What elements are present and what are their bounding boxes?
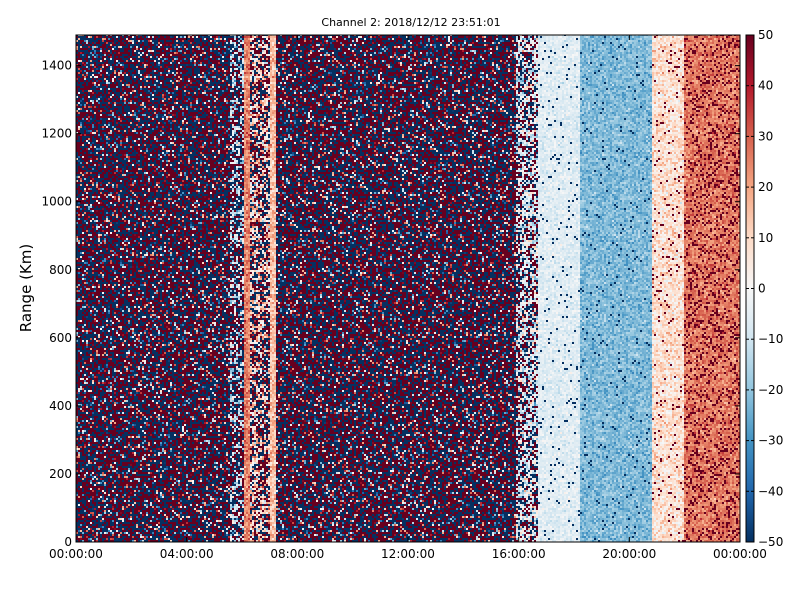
chart-title: Channel 2: 2018/12/12 23:51:01 xyxy=(321,16,500,29)
x-tick-label: 08:00:00 xyxy=(270,547,324,561)
colorbar-tick-label: −20 xyxy=(758,383,783,397)
colorbar-tick-label: −10 xyxy=(758,332,783,346)
colorbar-ticks: −50 −40 −30 −20 −10 0 10 20 30 40 50 xyxy=(746,28,783,549)
colorbar: −50 −40 −30 −20 −10 0 10 20 30 40 50 xyxy=(745,28,783,549)
x-tick-label: 20:00:00 xyxy=(602,547,656,561)
colorbar-tick-label: 40 xyxy=(758,79,773,93)
x-tick-label: 00:00:00 xyxy=(49,547,103,561)
y-tick-label: 400 xyxy=(49,399,72,413)
colorbar-tick-label: 50 xyxy=(758,28,773,42)
x-axis: 00:00:00 04:00:00 08:00:00 12:00:00 16:00:00… xyxy=(49,35,767,561)
y-tick-label: 0 xyxy=(64,535,72,549)
colorbar-tick-label: 30 xyxy=(758,129,773,143)
x-tick-label: 04:00:00 xyxy=(160,547,214,561)
colorbar-tick-label: 10 xyxy=(758,231,773,245)
x-tick-label: 00:00:00 xyxy=(713,547,767,561)
colorbar-tick-label: 0 xyxy=(758,282,766,296)
heatmap-area xyxy=(76,35,740,542)
y-tick-label: 600 xyxy=(49,331,72,345)
heatmap-foreign xyxy=(76,35,740,542)
heatmap-canvas xyxy=(76,35,740,542)
y-tick-label: 800 xyxy=(49,263,72,277)
colorbar-tick-label: −50 xyxy=(758,535,783,549)
colorbar-tick-label: 20 xyxy=(758,180,773,194)
y-axis-label: Range (Km) xyxy=(17,244,35,332)
x-tick-label: 12:00:00 xyxy=(381,547,435,561)
x-tick-label: 16:00:00 xyxy=(492,547,546,561)
y-tick-label: 1200 xyxy=(41,127,72,141)
y-tick-label: 1400 xyxy=(41,59,72,73)
y-axis: 0 200 400 600 800 1000 1200 1400 xyxy=(41,59,740,549)
y-tick-label: 200 xyxy=(49,467,72,481)
y-tick-label: 1000 xyxy=(41,195,72,209)
colorbar-tick-label: −30 xyxy=(758,434,783,448)
colorbar-tick-label: −40 xyxy=(758,484,783,498)
